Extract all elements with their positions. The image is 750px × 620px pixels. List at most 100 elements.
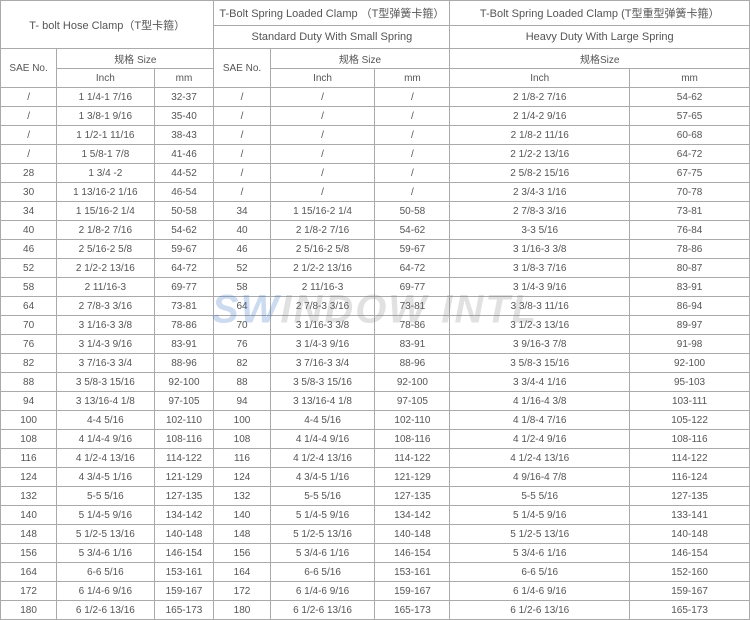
cell-mm1: 73-81 [154, 297, 214, 316]
cell-in1: 3 5/8-3 15/16 [57, 373, 154, 392]
cell-mm1: 78-86 [154, 316, 214, 335]
header-sae-2: SAE No. [214, 49, 270, 88]
cell-in3: 2 3/4-3 1/16 [450, 183, 630, 202]
cell-mm3: 165-173 [630, 601, 750, 620]
cell-mm2: 127-135 [375, 487, 450, 506]
cell-sae2: 82 [214, 354, 270, 373]
cell-sae2: / [214, 126, 270, 145]
cell-in3: 6-6 5/16 [450, 563, 630, 582]
cell-in3: 6 1/4-6 9/16 [450, 582, 630, 601]
cell-mm1: 35-40 [154, 107, 214, 126]
cell-mm3: 127-135 [630, 487, 750, 506]
cell-in3: 4 1/8-4 7/16 [450, 411, 630, 430]
cell-mm3: 91-98 [630, 335, 750, 354]
cell-sae1: 94 [1, 392, 57, 411]
cell-in1: 2 5/16-2 5/8 [57, 240, 154, 259]
cell-mm1: 69-77 [154, 278, 214, 297]
cell-sae1: 70 [1, 316, 57, 335]
table-row: 1004-4 5/16102-1101004-4 5/16102-1104 1/… [1, 411, 750, 430]
cell-in1: 2 11/16-3 [57, 278, 154, 297]
cell-sae2: 140 [214, 506, 270, 525]
table-row: 1244 3/4-5 1/16121-1291244 3/4-5 1/16121… [1, 468, 750, 487]
cell-sae1: 76 [1, 335, 57, 354]
cell-mm2: 165-173 [375, 601, 450, 620]
cell-mm2: / [375, 164, 450, 183]
cell-in1: 4-4 5/16 [57, 411, 154, 430]
watermark-grey: INDOW INTL [280, 288, 538, 332]
cell-in1: 2 7/8-3 3/16 [57, 297, 154, 316]
cell-mm1: 44-52 [154, 164, 214, 183]
cell-sae2: 172 [214, 582, 270, 601]
table-row: 1485 1/2-5 13/16140-1481485 1/2-5 13/161… [1, 525, 750, 544]
cell-in2: / [270, 126, 375, 145]
cell-in1: 6-6 5/16 [57, 563, 154, 582]
cell-in1: 2 1/8-2 7/16 [57, 221, 154, 240]
cell-mm2: 159-167 [375, 582, 450, 601]
cell-mm2: 114-122 [375, 449, 450, 468]
cell-mm1: 127-135 [154, 487, 214, 506]
cell-mm3: 133-141 [630, 506, 750, 525]
cell-sae2: 116 [214, 449, 270, 468]
cell-sae1: 100 [1, 411, 57, 430]
cell-mm2: 88-96 [375, 354, 450, 373]
cell-in3: 3 9/16-3 7/8 [450, 335, 630, 354]
cell-mm1: 59-67 [154, 240, 214, 259]
cell-mm3: 152-160 [630, 563, 750, 582]
cell-sae2: 46 [214, 240, 270, 259]
header-mm-1: mm [154, 69, 214, 88]
cell-mm2: 54-62 [375, 221, 450, 240]
cell-in3: 4 1/2-4 9/16 [450, 430, 630, 449]
table-row: 1565 3/4-6 1/16146-1541565 3/4-6 1/16146… [1, 544, 750, 563]
cell-sae1: 46 [1, 240, 57, 259]
cell-sae2: / [214, 107, 270, 126]
cell-sae2: / [214, 183, 270, 202]
cell-in2: / [270, 164, 375, 183]
cell-mm1: 83-91 [154, 335, 214, 354]
cell-in3: 3-3 5/16 [450, 221, 630, 240]
cell-mm3: 73-81 [630, 202, 750, 221]
cell-in2: 2 1/2-2 13/16 [270, 259, 375, 278]
table-row: 1164 1/2-4 13/16114-1221164 1/2-4 13/161… [1, 449, 750, 468]
cell-in2: 5 1/4-5 9/16 [270, 506, 375, 525]
table-row: /1 1/4-1 7/1632-37///2 1/8-2 7/1654-62 [1, 88, 750, 107]
table-row: 281 3/4 -244-52///2 5/8-2 15/1667-75 [1, 164, 750, 183]
cell-in2: 6 1/2-6 13/16 [270, 601, 375, 620]
cell-sae1: 30 [1, 183, 57, 202]
cell-in2: 2 5/16-2 5/8 [270, 240, 375, 259]
cell-mm2: 134-142 [375, 506, 450, 525]
cell-in3: 3 1/16-3 3/8 [450, 240, 630, 259]
cell-mm3: 114-122 [630, 449, 750, 468]
header-size-2: 规格 Size [270, 49, 450, 69]
cell-sae2: 88 [214, 373, 270, 392]
cell-in2: / [270, 145, 375, 164]
cell-in3: 5 3/4-6 1/16 [450, 544, 630, 563]
cell-sae2: 52 [214, 259, 270, 278]
cell-mm1: 41-46 [154, 145, 214, 164]
header-sae-1: SAE No. [1, 49, 57, 88]
cell-in1: 1 1/2-1 11/16 [57, 126, 154, 145]
cell-sae1: 28 [1, 164, 57, 183]
cell-sae2: / [214, 145, 270, 164]
cell-in2: / [270, 107, 375, 126]
cell-sae1: 172 [1, 582, 57, 601]
cell-in3: 6 1/2-6 13/16 [450, 601, 630, 620]
cell-mm1: 50-58 [154, 202, 214, 221]
table-row: 823 7/16-3 3/488-96823 7/16-3 3/488-963 … [1, 354, 750, 373]
cell-in3: 3 1/8-3 7/16 [450, 259, 630, 278]
cell-sae1: / [1, 88, 57, 107]
cell-in2: 4-4 5/16 [270, 411, 375, 430]
cell-sae2: / [214, 164, 270, 183]
cell-in2: 5-5 5/16 [270, 487, 375, 506]
cell-mm1: 64-72 [154, 259, 214, 278]
header-size-3: 规格Size [450, 49, 750, 69]
cell-in1: 3 1/16-3 3/8 [57, 316, 154, 335]
cell-sae2: 132 [214, 487, 270, 506]
cell-sae1: 58 [1, 278, 57, 297]
cell-mm3: 108-116 [630, 430, 750, 449]
cell-in1: 4 1/2-4 13/16 [57, 449, 154, 468]
cell-in2: 2 1/8-2 7/16 [270, 221, 375, 240]
cell-in2: 6-6 5/16 [270, 563, 375, 582]
cell-mm3: 83-91 [630, 278, 750, 297]
cell-mm1: 153-161 [154, 563, 214, 582]
header-group-3-line2: Heavy Duty With Large Spring [450, 26, 750, 49]
